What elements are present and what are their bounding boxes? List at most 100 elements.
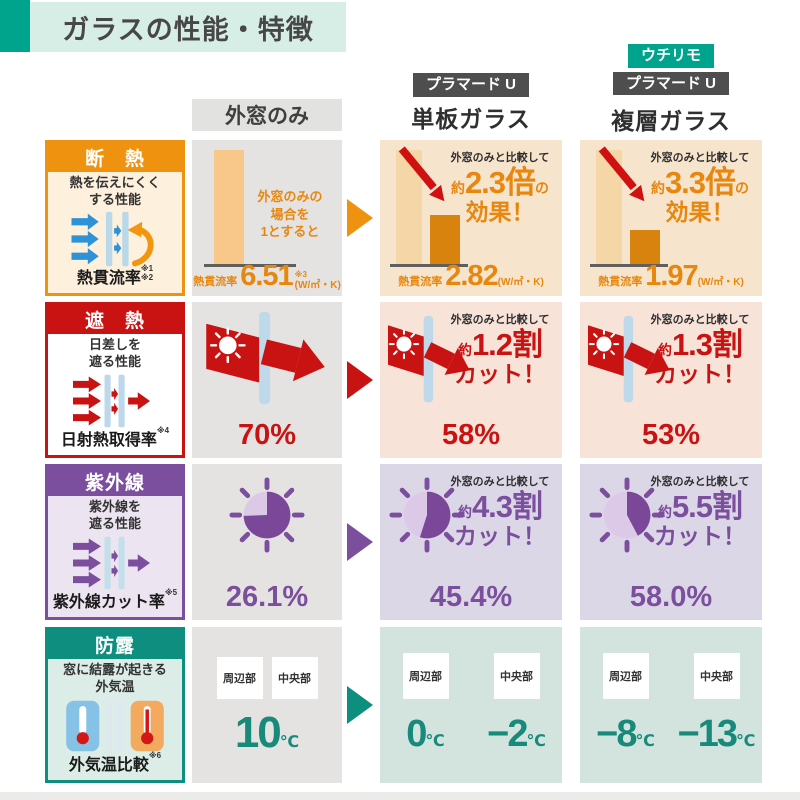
footnote-mark: ※2 [140,273,154,283]
metric-value: 45.4% [429,581,513,613]
sun-pie-icon [229,477,305,553]
footnote-mark: ※1 [140,264,154,273]
flow-arrow-icon [347,361,373,399]
column-header-double-glass: ウチリモ プラマード U 複層ガラス [580,44,762,136]
axis-line [590,264,668,267]
brand-badge: プラマード U [412,73,529,97]
metric-name: 外気温比較 ※6 [68,751,162,774]
row-condensation: 防露 窓に結露が起きる 外気温 外気温比較 ※6 [0,627,800,783]
series-badge: ウチリモ [627,44,714,68]
area-label-center: 中央部 [493,653,540,699]
comparison-callout: 外窓のみと比較して 約1.3割 カット！ [650,314,750,388]
condensation-label-card: 防露 窓に結露が起きる 外気温 外気温比較 ※6 [45,627,185,783]
comparison-callout: 外窓のみと比較して 約5.5割 カット！ [650,476,750,550]
row-title: 断 熱 [48,143,182,172]
insulation-label-card: 断 熱 熱を伝えにくく する性能 [45,140,185,296]
axis-line [390,264,468,267]
metric-value: 53% [641,419,701,451]
thermometer-icon [48,697,182,755]
metric-value: 58% [441,419,501,451]
sun-arrow-cut-icon [588,315,670,403]
column-header-single-glass: プラマード U 単板ガラス [380,73,562,134]
insulation-icon [48,210,182,268]
result-bar [430,215,460,264]
page-title: ガラスの性能・特徴 [62,14,314,45]
row-uv: 紫外線 紫外線を 遮る性能 紫外線カット率 ※5 [0,464,800,620]
comparison-callout: 外窓のみと比較して 約4.3割 カット！ [450,476,550,550]
insulation-single-panel: 外窓のみと比較して 約2.3倍の 効果！ 熱貫流率 2.82(W/㎡・K) [380,140,562,296]
metric-value: 熱貫流率 1.97(W/㎡・K) [598,260,744,292]
area-label-center: 中央部 [693,653,740,699]
row-title: 防露 [48,630,182,659]
condensation-single-panel: 周辺部 0℃ 中央部 −2℃ [380,627,562,783]
row-description: 熱を伝えにくく する性能 [69,175,161,207]
flow-arrow-icon [347,199,373,237]
temperature-value: −2℃ [487,713,546,755]
column-label: 複層ガラス [611,108,731,134]
area-label-edge: 周辺部 [216,657,263,699]
comparison-callout: 外窓のみと比較して 約2.3倍の 効果！ [450,152,550,226]
heat-shield-baseline-panel: 70% [192,302,342,458]
heat-shield-double-panel: 外窓のみと比較して 約1.3割 カット！ 53% [580,302,762,458]
column-label: 単板ガラス [411,105,531,132]
brand-badge: プラマード U [612,71,729,95]
metric-name: 熱貫流率 ※1 ※2 [76,264,154,287]
insulation-double-panel: 外窓のみと比較して 約3.3倍の 効果！ 熱貫流率 1.97(W/㎡・K) [580,140,762,296]
flow-arrow-icon [347,686,373,724]
condensation-baseline-panel: 周辺部 中央部 10℃ [192,627,342,783]
sun-arrow-icon [206,312,325,405]
metric-value: 70% [237,419,297,451]
row-title: 紫外線 [48,467,182,496]
row-title: 遮 熱 [48,305,182,334]
heat-shield-icon [48,372,182,430]
comparison-callout: 外窓のみと比較して 約3.3倍の 効果！ [650,152,750,226]
comparison-callout: 外窓のみと比較して 約1.2割 カット！ [450,314,550,388]
sun-arrow-cut-icon [388,315,470,403]
row-insulation: 断 熱 熱を伝えにくく する性能 [0,140,800,296]
uv-single-panel: 外窓のみと比較して 約4.3割 カット！ 45.4% [380,464,562,620]
temperature-value: 10℃ [234,708,300,757]
bottom-strip [0,792,800,800]
heat-shield-label-card: 遮 熱 日差しを 遮る性能 日射熱取得率 ※4 [45,302,185,458]
metric-name: 紫外線カット率 ※5 [52,588,178,611]
result-bar [630,230,660,264]
footnote-mark: ※5 [164,588,178,597]
area-label-edge: 周辺部 [602,653,649,699]
metric-value: 58.0% [629,581,713,613]
title-accent-square [0,0,30,52]
metric-name: 日射熱取得率 ※4 [60,426,170,449]
baseline-note: 外窓のみの 場合を 1とすると [257,189,323,240]
condensation-double-panel: 周辺部 −8℃ 中央部 −13℃ [580,627,762,783]
metric-value: 熱貫流率 2.82(W/㎡・K) [398,260,544,292]
temperature-value: −13℃ [677,713,756,755]
row-description: 日差しを 遮る性能 [88,337,141,369]
row-heat-shield: 遮 熱 日差しを 遮る性能 日射熱取得率 ※4 [0,302,800,458]
sun-pie-icon [389,477,465,553]
title-banner: ガラスの性能・特徴 [30,2,346,52]
area-label-center: 中央部 [271,657,318,699]
footnote-mark: ※6 [148,751,162,760]
reduction-arrow-icon [598,146,645,202]
uv-double-panel: 外窓のみと比較して 約5.5割 カット！ 58.0% [580,464,762,620]
temperature-value: 0℃ [406,713,445,755]
area-label-edge: 周辺部 [402,653,449,699]
metric-value: 熱貫流率 6.51 ※3 (W/㎡・K) [193,260,341,292]
insulation-baseline-panel: 外窓のみの 場合を 1とすると 熱貫流率 6.51 ※3 (W/㎡・K) [192,140,342,296]
reduction-arrow-icon [398,146,445,202]
row-description: 紫外線を 遮る性能 [88,499,141,531]
temperature-value: −8℃ [596,713,655,755]
baseline-bar [214,150,244,264]
footnote-mark: ※4 [156,426,170,435]
axis-line [204,264,296,267]
metric-value: 26.1% [225,581,309,613]
heat-shield-single-panel: 外窓のみと比較して 約1.2割 カット！ 58% [380,302,562,458]
uv-baseline-panel: 26.1% [192,464,342,620]
uv-shield-icon [48,534,182,592]
footnote-mark: ※3 [294,270,307,280]
row-description: 窓に結露が起きる 外気温 [63,662,167,694]
uv-label-card: 紫外線 紫外線を 遮る性能 紫外線カット率 ※5 [45,464,185,620]
column-header-baseline: 外窓のみ [192,99,342,131]
flow-arrow-icon [347,523,373,561]
sun-pie-icon [589,477,665,553]
